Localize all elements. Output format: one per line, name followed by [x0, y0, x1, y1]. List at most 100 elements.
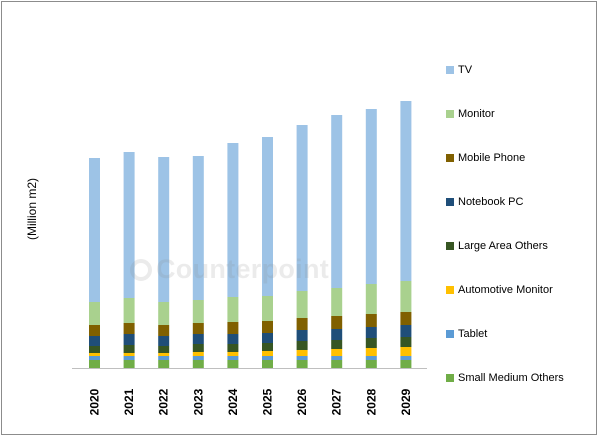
legend-item-large-area-others: Large Area Others — [446, 240, 548, 252]
bar-segment-large-area-others-2026 — [296, 341, 308, 350]
bar-segment-large-area-others-2027 — [331, 340, 343, 349]
bar-segment-notebook-pc-2023 — [192, 334, 204, 344]
legend-item-tv: TV — [446, 64, 472, 76]
bar-segment-automotive-monitor-2025 — [262, 351, 273, 356]
x-tick-label-2025: 2025 — [261, 388, 275, 415]
bar-segment-notebook-pc-2027 — [331, 329, 343, 340]
bar-segment-tablet-2021 — [123, 356, 135, 360]
legend-label: Monitor — [458, 108, 495, 120]
bar-segment-large-area-others-2025 — [262, 343, 273, 351]
bar-segment-tv-2029 — [400, 101, 412, 281]
legend-swatch — [446, 374, 454, 382]
bar-segment-tablet-2027 — [331, 356, 343, 360]
legend-item-mobile-phone: Mobile Phone — [446, 152, 525, 164]
bar-segment-mobile-phone-2022 — [158, 325, 170, 336]
bar-segment-tv-2027 — [331, 115, 343, 288]
bar-segment-mobile-phone-2024 — [227, 322, 239, 334]
bar-segment-mobile-phone-2025 — [262, 321, 273, 333]
x-tick-label-2028: 2028 — [364, 388, 378, 415]
bar-segment-tablet-2025 — [262, 356, 273, 360]
legend-label: Mobile Phone — [458, 152, 526, 164]
bar-segment-tablet-2028 — [365, 356, 377, 360]
bar-segment-large-area-others-2029 — [400, 337, 412, 347]
bar-segment-tv-2023 — [192, 156, 204, 300]
legend-label: Large Area Others — [458, 240, 548, 252]
bar-segment-monitor-2022 — [158, 302, 170, 325]
bar-segment-tablet-2024 — [227, 356, 239, 360]
bar-segment-tv-2026 — [296, 125, 308, 291]
bar-segment-tv-2021 — [123, 152, 135, 298]
bar-segment-small-medium-others-2024 — [227, 360, 239, 368]
bar-segment-small-medium-others-2027 — [331, 360, 343, 368]
bar-segment-monitor-2021 — [123, 298, 135, 323]
watermark: Counterpoint — [130, 254, 329, 285]
legend-item-small-medium-others: Small Medium Others — [446, 372, 564, 384]
bar-segment-tablet-2020 — [89, 356, 100, 360]
legend-label: Small Medium Others — [458, 372, 564, 384]
bar-segment-automotive-monitor-2020 — [89, 353, 100, 356]
bar-segment-automotive-monitor-2027 — [331, 349, 343, 356]
x-tick-label-2021: 2021 — [122, 388, 136, 415]
bar-segment-mobile-phone-2021 — [123, 323, 135, 334]
x-tick-label-2020: 2020 — [88, 388, 102, 415]
bar-segment-small-medium-others-2021 — [123, 360, 135, 368]
bar-segment-small-medium-others-2025 — [262, 360, 273, 368]
bar-segment-notebook-pc-2029 — [400, 325, 412, 337]
bar-segment-monitor-2029 — [400, 281, 412, 312]
bar-segment-monitor-2027 — [331, 288, 343, 316]
bar-segment-small-medium-others-2029 — [400, 360, 412, 368]
legend-item-notebook-pc: Notebook PC — [446, 196, 523, 208]
bar-segment-tv-2024 — [227, 143, 239, 297]
legend-label: Automotive Monitor — [458, 284, 553, 296]
x-tick-label-2022: 2022 — [157, 388, 171, 415]
legend-swatch — [446, 154, 454, 162]
x-tick-label-2027: 2027 — [330, 388, 344, 415]
bars-group — [89, 101, 412, 368]
bar-segment-tv-2020 — [89, 158, 100, 302]
bar-segment-mobile-phone-2027 — [331, 316, 343, 329]
legend-item-monitor: Monitor — [446, 108, 495, 120]
bar-segment-monitor-2020 — [89, 302, 100, 325]
bar-segment-automotive-monitor-2022 — [158, 353, 170, 356]
legend-label: TV — [458, 64, 473, 76]
bar-segment-automotive-monitor-2028 — [365, 348, 377, 356]
legend-item-automotive-monitor: Automotive Monitor — [446, 284, 553, 296]
bar-segment-tablet-2022 — [158, 356, 170, 360]
bar-segment-mobile-phone-2020 — [89, 325, 100, 336]
bar-segment-notebook-pc-2028 — [365, 327, 377, 338]
bar-segment-tablet-2023 — [192, 356, 204, 360]
legend-swatch — [446, 330, 454, 338]
bar-segment-large-area-others-2028 — [365, 338, 377, 348]
bar-segment-small-medium-others-2020 — [89, 360, 100, 368]
bar-segment-notebook-pc-2022 — [158, 336, 170, 346]
bar-segment-tv-2022 — [158, 157, 170, 302]
bar-segment-tv-2025 — [262, 137, 273, 296]
legend-label: Notebook PC — [458, 196, 524, 208]
bar-segment-large-area-others-2023 — [192, 344, 204, 352]
x-tick-labels: 2020 2021 2022 2023 2024 2025 2026 2027 2028 2029 — [88, 388, 413, 415]
legend-label: Tablet — [458, 328, 488, 340]
bar-segment-notebook-pc-2026 — [296, 330, 308, 341]
bar-segment-notebook-pc-2020 — [89, 336, 100, 346]
bar-segment-monitor-2024 — [227, 297, 239, 322]
bar-segment-notebook-pc-2024 — [227, 334, 239, 344]
bar-segment-automotive-monitor-2026 — [296, 350, 308, 356]
legend-swatch — [446, 242, 454, 250]
bar-segment-mobile-phone-2029 — [400, 312, 412, 325]
x-tick-label-2029: 2029 — [399, 388, 413, 415]
bar-segment-monitor-2028 — [365, 284, 377, 314]
bar-segment-large-area-others-2020 — [89, 346, 100, 353]
bar-segment-mobile-phone-2023 — [192, 323, 204, 334]
x-tick-label-2023: 2023 — [191, 388, 205, 415]
bar-segment-monitor-2023 — [192, 300, 204, 323]
bar-segment-monitor-2026 — [296, 291, 308, 318]
bar-segment-large-area-others-2024 — [227, 344, 239, 352]
bar-segment-small-medium-others-2022 — [158, 360, 170, 368]
watermark-text: Counterpoint — [156, 254, 330, 284]
bar-segment-notebook-pc-2025 — [262, 333, 273, 343]
legend-swatch — [446, 110, 454, 118]
bar-segment-small-medium-others-2023 — [192, 360, 204, 368]
bar-segment-tv-2028 — [365, 109, 377, 284]
